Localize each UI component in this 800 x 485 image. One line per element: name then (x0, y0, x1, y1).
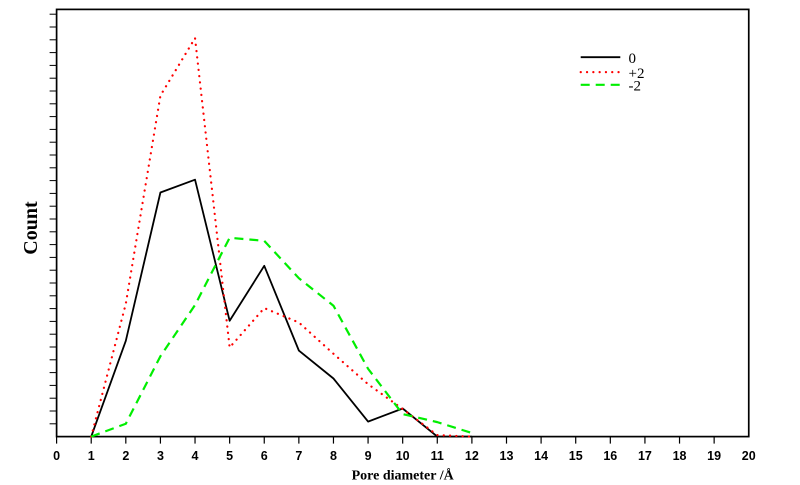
svg-text:14: 14 (534, 449, 548, 463)
svg-text:11: 11 (431, 449, 444, 463)
svg-text:10: 10 (396, 449, 410, 463)
svg-text:17: 17 (638, 449, 652, 463)
svg-text:12: 12 (465, 449, 479, 463)
svg-text:13: 13 (500, 449, 514, 463)
svg-text:3: 3 (157, 449, 164, 463)
svg-text:-2: -2 (629, 79, 642, 95)
svg-text:9: 9 (365, 449, 372, 463)
svg-text:4: 4 (192, 449, 199, 463)
svg-text:16: 16 (603, 449, 617, 463)
svg-text:20: 20 (742, 449, 756, 463)
svg-text:0: 0 (53, 449, 60, 463)
svg-text:Pore diameter /Å: Pore diameter /Å (352, 468, 455, 481)
svg-text:6: 6 (261, 449, 268, 463)
svg-text:0: 0 (629, 51, 637, 67)
svg-text:1: 1 (88, 449, 95, 463)
svg-text:15: 15 (569, 449, 583, 463)
svg-text:7: 7 (295, 449, 302, 463)
svg-text:8: 8 (330, 449, 337, 463)
svg-text:2: 2 (122, 449, 129, 463)
svg-text:Count: Count (20, 201, 42, 255)
svg-text:19: 19 (707, 449, 721, 463)
svg-text:18: 18 (673, 449, 687, 463)
svg-text:5: 5 (226, 449, 233, 463)
